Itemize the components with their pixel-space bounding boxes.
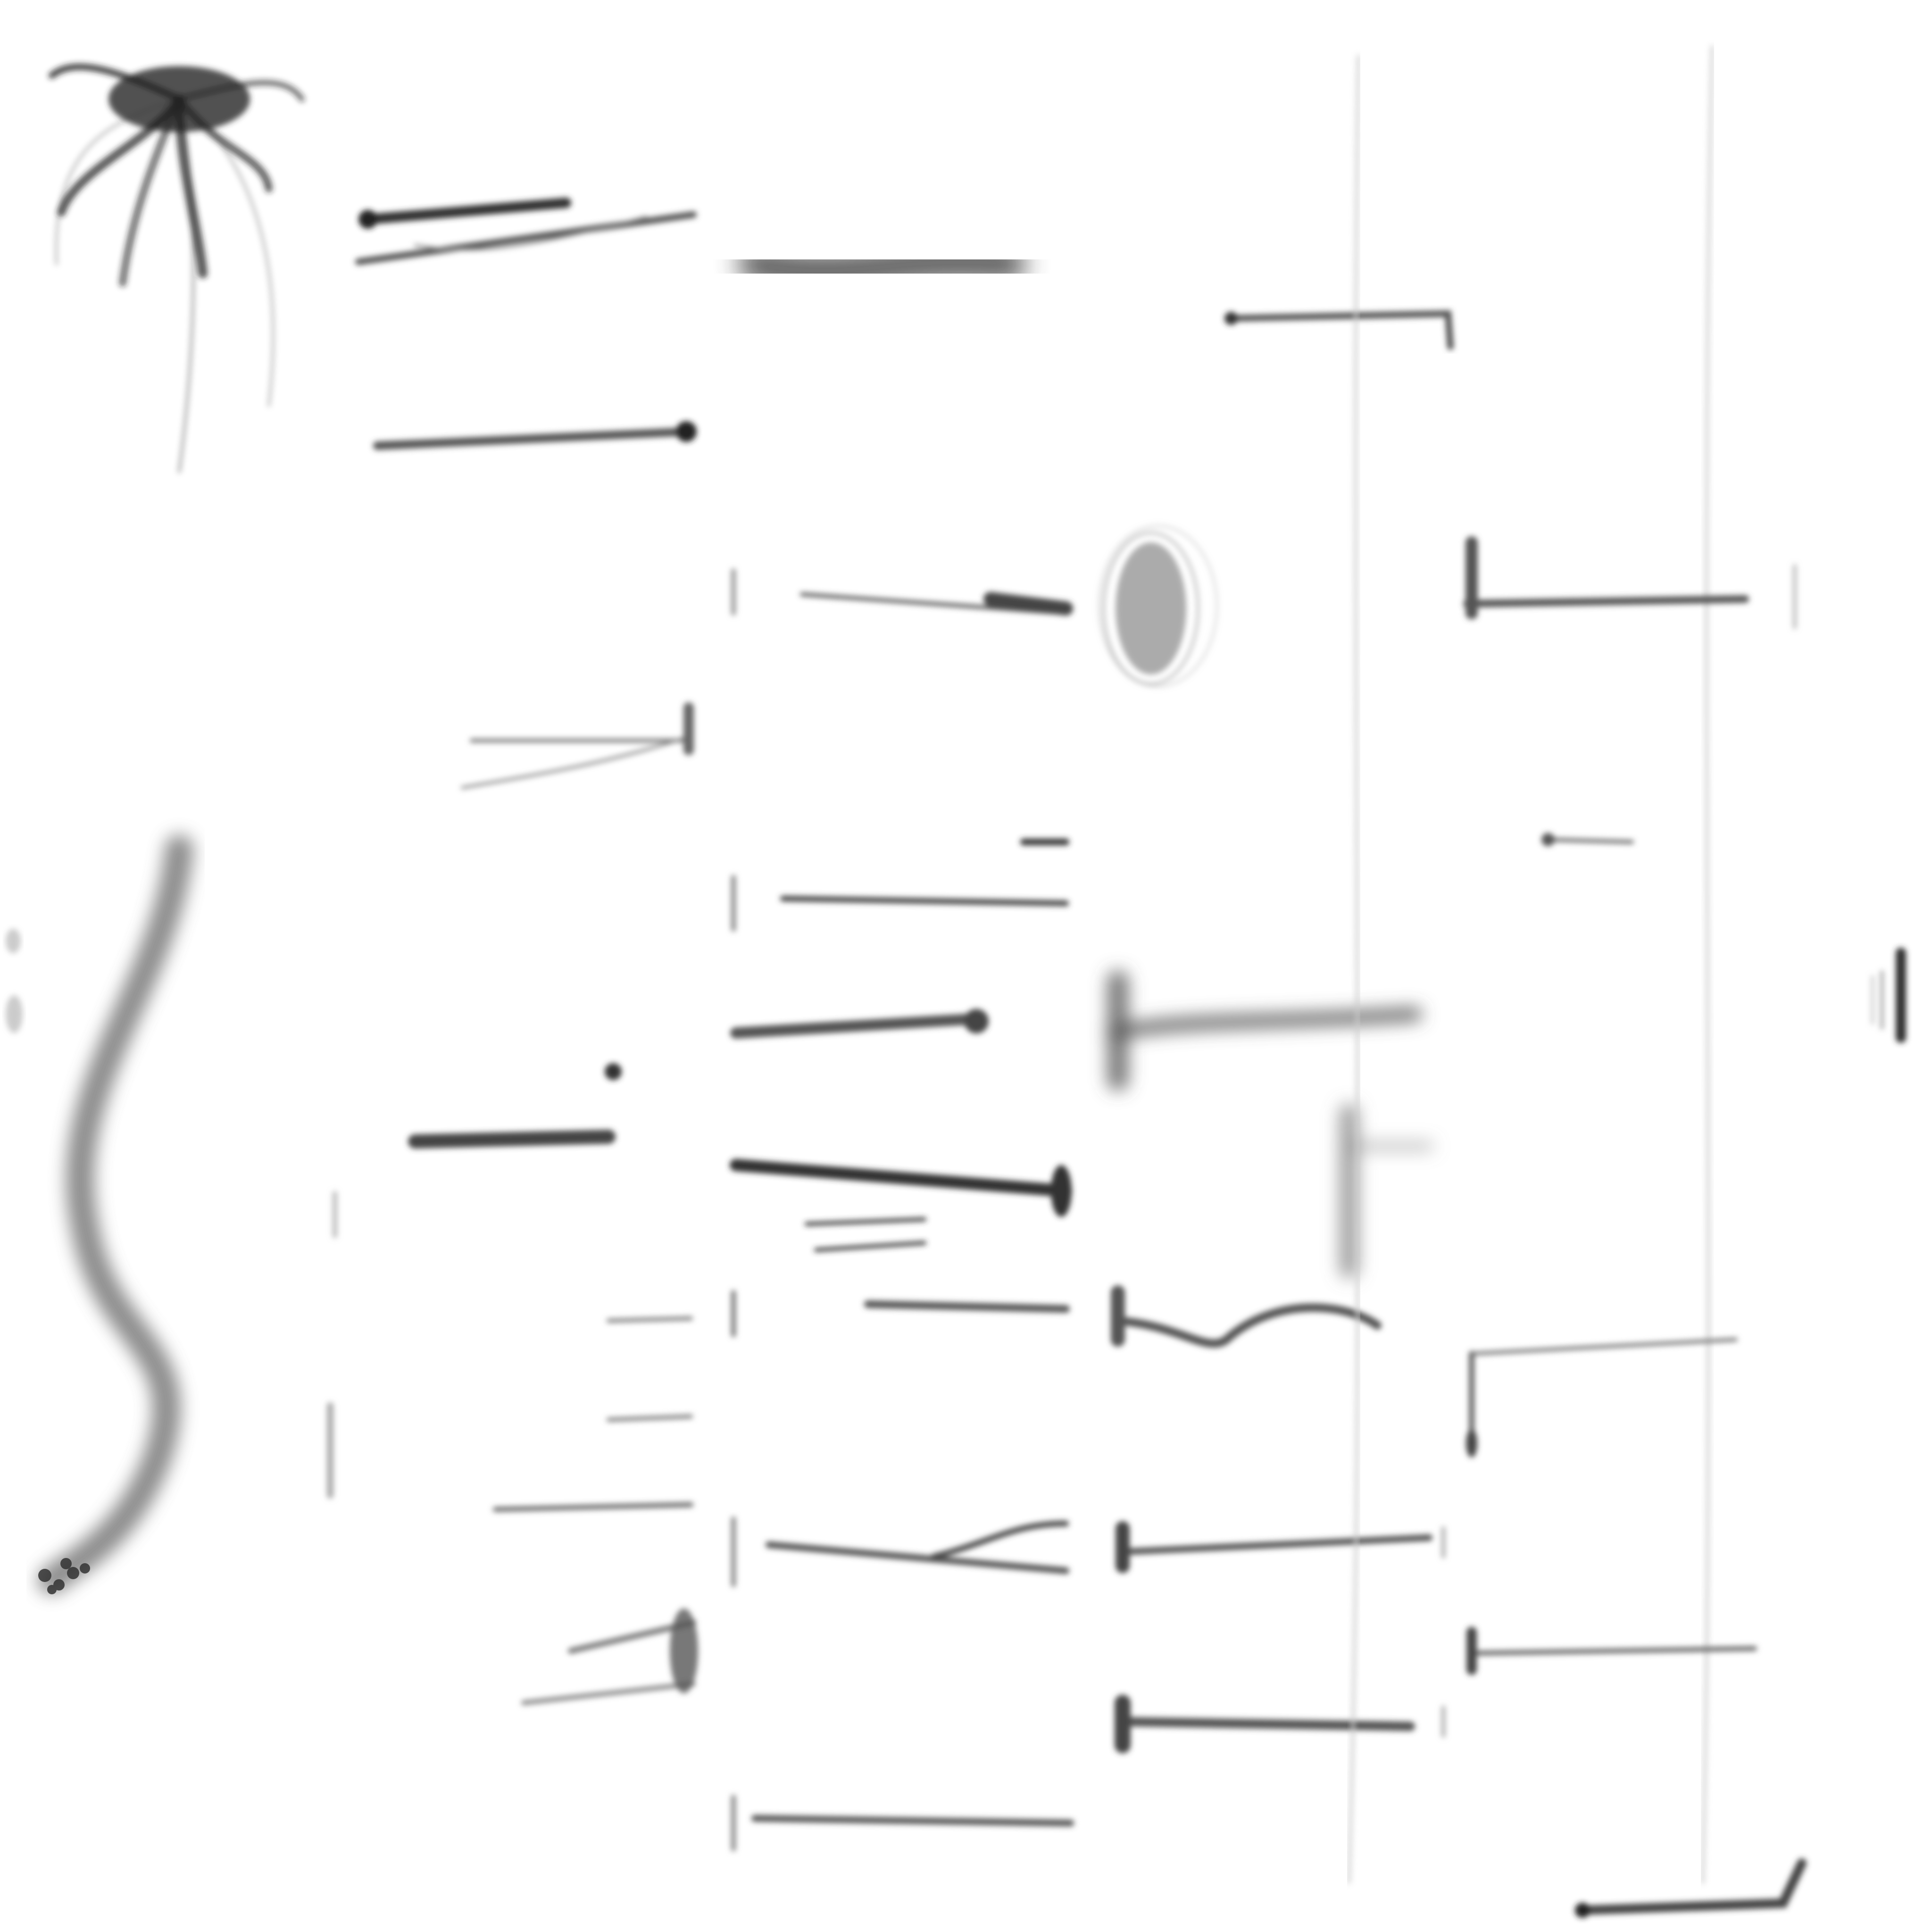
- stroke-tip-mark: [1224, 312, 1238, 325]
- stroke-tip-mark: [964, 1009, 989, 1033]
- stroke-mark: [363, 198, 571, 225]
- faint-vertical-line-mark: [1701, 45, 1714, 1884]
- wavy-vertical-stroke-mark: [38, 835, 193, 1594]
- stroke-mark: [1228, 310, 1454, 350]
- stroke-mark: [931, 1521, 1069, 1559]
- thick-blurred-stroke-mark: [738, 245, 1026, 288]
- stroke-mark: [1545, 838, 1634, 844]
- stroke-mark: [461, 737, 685, 789]
- stroke-mark: [1463, 595, 1749, 608]
- stroke-tip-mark: [1466, 1429, 1477, 1457]
- stroke-mark: [766, 1541, 1069, 1574]
- stroke-mark: [1469, 1646, 1757, 1656]
- stroke-tip-mark: [1051, 1165, 1072, 1217]
- stroke-mark: [730, 1159, 1072, 1197]
- stroke-mark: [408, 1130, 616, 1149]
- stroke-mark: [607, 1316, 693, 1323]
- stroke-tip-mark: [670, 1608, 698, 1693]
- stroke-mark: [355, 211, 697, 265]
- stroke-mark: [983, 592, 1073, 616]
- stroke-mark: [1575, 1858, 1807, 1915]
- dot-mark: [605, 1063, 622, 1080]
- stroke-tip-mark: [358, 210, 377, 229]
- stroke-mark: [1119, 1534, 1432, 1555]
- stroke-mark: [751, 1815, 1074, 1826]
- stroke-mark: [1470, 1338, 1738, 1356]
- swirl-blot-mark: [1098, 525, 1218, 687]
- stroke-mark: [1114, 1303, 1382, 1348]
- stroke-mark: [607, 1415, 693, 1422]
- stroke-mark: [373, 427, 693, 450]
- stroke-tip-mark: [676, 421, 697, 442]
- stroke-mark: [1118, 1717, 1415, 1731]
- stroke-mark: [805, 1217, 926, 1226]
- stroke-tip-mark: [1541, 833, 1555, 846]
- stroke-mark: [493, 1502, 693, 1512]
- stroke-mark: [730, 1013, 982, 1039]
- stroke-tip-mark: [1575, 1903, 1590, 1918]
- stroke-mark: [414, 216, 648, 251]
- stroke-mark: [864, 1300, 1070, 1313]
- faint-vertical-line-mark: [1347, 55, 1360, 1884]
- small-blot-mark: [6, 929, 21, 953]
- stroke-mark: [521, 1682, 696, 1705]
- stroke-mark: [780, 896, 1069, 906]
- stroke-mark: [814, 1241, 926, 1252]
- small-blot-mark: [6, 995, 23, 1033]
- splatter-tendrils-mark: [49, 63, 305, 473]
